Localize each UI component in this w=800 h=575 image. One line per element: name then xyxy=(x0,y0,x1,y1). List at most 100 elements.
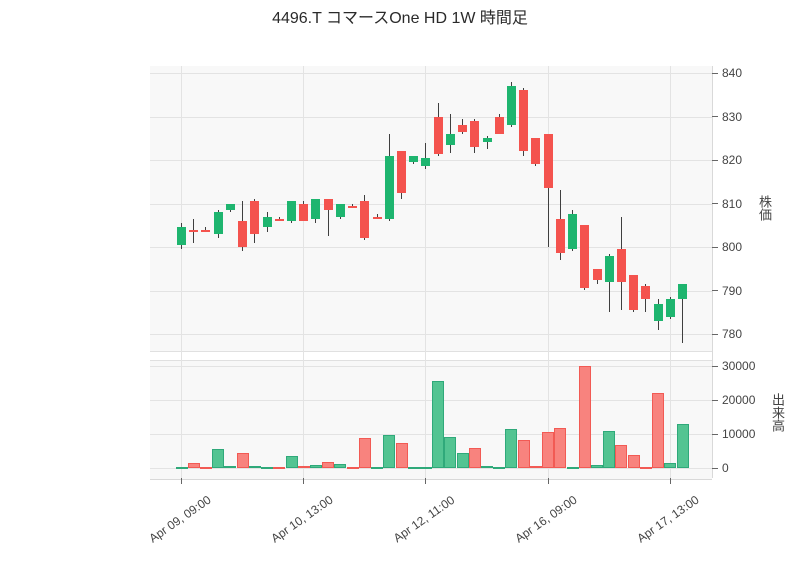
candle-body xyxy=(323,199,333,210)
volume-bar xyxy=(371,467,383,469)
gridline xyxy=(303,66,305,478)
price-plot-area[interactable] xyxy=(150,66,712,351)
gridline xyxy=(150,116,712,118)
gridline xyxy=(669,66,671,478)
candle-body xyxy=(262,216,272,228)
price-tick-label: 840 xyxy=(722,66,743,80)
volume-bar xyxy=(432,381,445,468)
candle-body xyxy=(189,229,199,232)
candle-body xyxy=(213,212,223,234)
volume-bar xyxy=(627,455,640,468)
volume-bar xyxy=(481,465,493,468)
price-axis-title: 株価 xyxy=(757,195,772,221)
volume-bar xyxy=(407,467,420,469)
candle-body xyxy=(653,303,663,321)
volume-bar xyxy=(493,467,506,469)
price-tick-label: 830 xyxy=(722,109,743,124)
chart-title: 4496.T コマースOne HD 1W 時間足 xyxy=(272,10,528,27)
candle-body xyxy=(384,155,394,219)
tick-mark xyxy=(712,72,718,74)
tick-mark xyxy=(712,333,718,335)
candle-body xyxy=(360,201,370,239)
volume-bar xyxy=(273,467,286,469)
tick-mark xyxy=(712,246,718,248)
volume-bar xyxy=(456,453,469,468)
x-tick-label: Apr 16, 09:00 xyxy=(512,492,580,546)
candle-body xyxy=(604,255,614,282)
volume-bar xyxy=(199,467,212,469)
candle-body xyxy=(335,203,345,217)
gridline xyxy=(150,247,712,248)
volume-bar xyxy=(383,435,396,468)
volume-bar xyxy=(285,456,298,468)
gridline xyxy=(150,73,712,74)
tick-mark xyxy=(712,365,718,367)
tick-mark xyxy=(712,290,718,291)
gridline xyxy=(150,290,712,292)
candle-wick xyxy=(486,136,488,149)
candle-body xyxy=(250,201,260,234)
candle-body xyxy=(421,157,431,167)
volume-bar xyxy=(578,366,591,468)
x-tick-label: Apr 17, 13:00 xyxy=(634,492,702,546)
candle-wick xyxy=(449,114,451,154)
volume-bar xyxy=(664,462,677,468)
candle-body xyxy=(311,199,321,219)
volume-bar xyxy=(603,430,616,468)
tick-mark xyxy=(712,203,718,204)
candle-body xyxy=(506,86,516,126)
candle-wick xyxy=(205,227,207,232)
volume-axis-title: 出来高 xyxy=(770,393,785,432)
volume-plot-area[interactable] xyxy=(150,360,712,478)
volume-bar xyxy=(395,442,408,468)
volume-bar xyxy=(248,465,261,468)
candle-body xyxy=(238,220,248,247)
gridline xyxy=(150,203,712,205)
candle-wick xyxy=(278,216,280,221)
volume-tick-label: 30000 xyxy=(722,359,756,373)
axis-border xyxy=(712,66,713,478)
candle-body xyxy=(555,218,565,254)
volume-bar xyxy=(676,423,689,468)
candle-body xyxy=(372,216,382,219)
volume-bar xyxy=(468,447,481,468)
volume-bar xyxy=(639,467,652,469)
tick-mark xyxy=(547,478,549,484)
x-tick-label: Apr 10, 13:00 xyxy=(268,492,336,546)
volume-bar xyxy=(334,463,347,468)
x-tick-label: Apr 09, 09:00 xyxy=(145,492,214,546)
candle-body xyxy=(678,283,687,300)
candle-body xyxy=(445,133,455,145)
tick-mark xyxy=(712,399,718,401)
gridline xyxy=(150,334,712,335)
tick-mark xyxy=(303,478,305,484)
candle-body xyxy=(470,120,480,147)
candle-body xyxy=(543,133,553,189)
gridline xyxy=(150,366,712,367)
tick-mark xyxy=(712,159,718,161)
grid-overlay xyxy=(150,66,712,478)
price-tick-label: 790 xyxy=(722,283,743,298)
tick-mark xyxy=(712,433,718,435)
candle-body xyxy=(580,225,590,289)
volume-bar xyxy=(175,467,188,469)
price-plot-background xyxy=(150,66,712,352)
tick-mark xyxy=(181,478,182,484)
volume-bar xyxy=(187,463,200,468)
volume-bar xyxy=(236,453,249,468)
volume-bar xyxy=(309,464,322,468)
tick-mark xyxy=(712,116,718,117)
gridline xyxy=(150,434,712,435)
gridline xyxy=(425,66,427,478)
volume-bar xyxy=(358,438,371,468)
price-tick-label: 820 xyxy=(722,153,743,167)
volume-bar xyxy=(297,465,310,468)
price-tick-label: 810 xyxy=(722,196,743,211)
volume-bar xyxy=(652,393,665,468)
price-tick-label: 780 xyxy=(722,327,743,341)
candle-body xyxy=(287,201,296,221)
volume-bar xyxy=(212,449,225,468)
price-tick-label: 800 xyxy=(722,240,743,254)
candle-body xyxy=(433,116,443,154)
